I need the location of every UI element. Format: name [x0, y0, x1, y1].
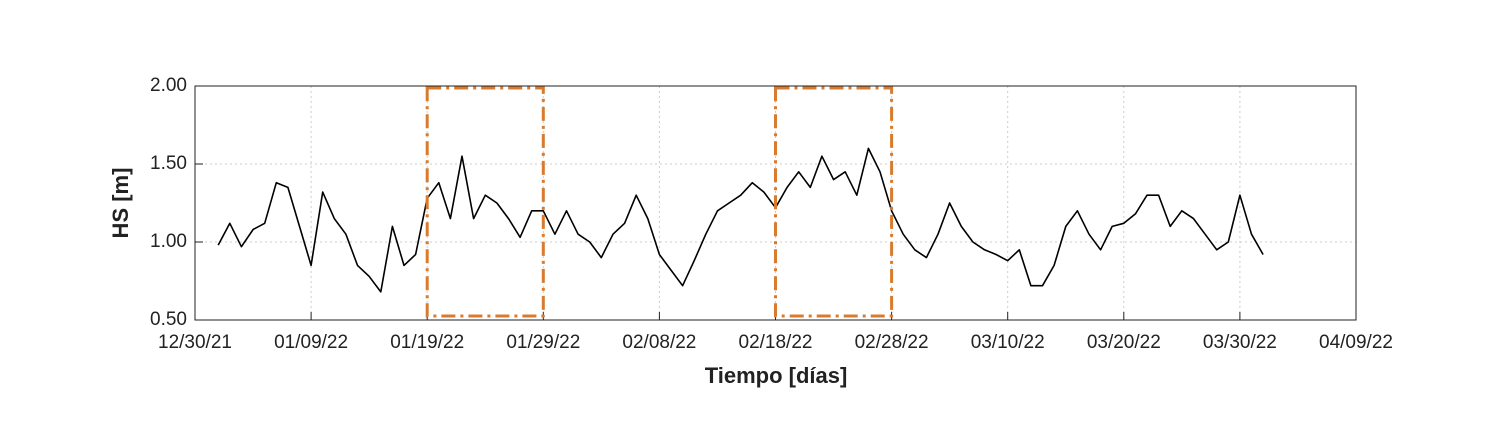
x-tick-label: 03/30/22: [1203, 332, 1277, 353]
x-tick-label: 04/09/22: [1319, 332, 1393, 353]
x-tick-label: 03/10/22: [971, 332, 1045, 353]
data-line: [217, 147, 1264, 293]
x-tick-label: 01/29/22: [506, 332, 580, 353]
y-tick-label: 0.50: [150, 309, 187, 330]
highlight-box: [774, 86, 894, 318]
y-tick-label: 1.00: [150, 231, 187, 252]
x-tick-label: 02/28/22: [855, 332, 929, 353]
x-tick-label: 01/19/22: [390, 332, 464, 353]
plot-frame: [194, 85, 1357, 321]
y-axis-label: HS [m]: [108, 168, 133, 239]
x-tick-label: 03/20/22: [1087, 332, 1161, 353]
x-axis-label: Tiempo [días]: [705, 363, 848, 388]
y-tick-label: 2.00: [150, 75, 187, 96]
x-tick-label: 02/08/22: [622, 332, 696, 353]
y-tick-label: 1.50: [150, 153, 187, 174]
highlight-box: [425, 86, 545, 318]
x-tick-label: 01/09/22: [274, 332, 348, 353]
x-tick-label: 12/30/21: [158, 332, 232, 353]
x-tick-label: 02/18/22: [739, 332, 813, 353]
